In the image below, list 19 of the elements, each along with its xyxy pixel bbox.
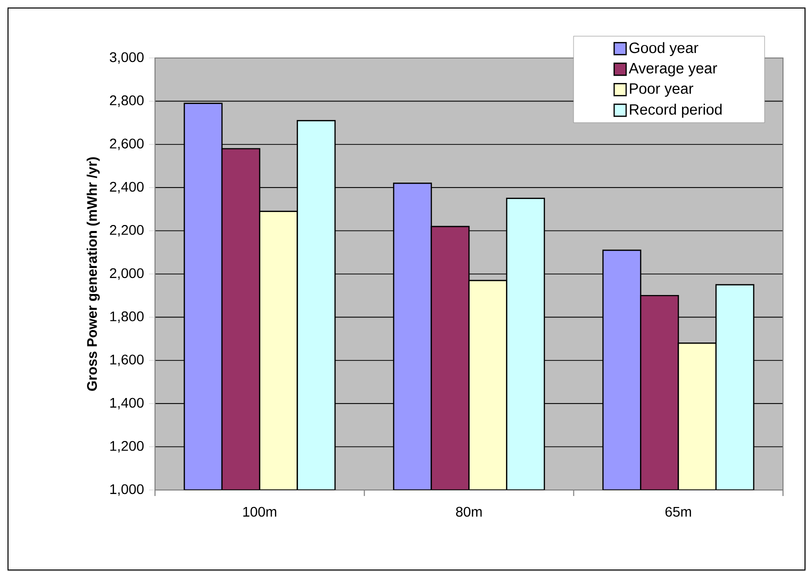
y-tick-label: 1,200 <box>110 441 144 453</box>
y-axis-title: Gross Power generation (mWhr /yr) <box>86 157 100 391</box>
y-tick-label: 1,600 <box>110 354 144 366</box>
legend-label: Average year <box>628 63 718 76</box>
y-tick-label: 2,000 <box>110 268 144 280</box>
legend-label: Poor year <box>630 83 694 97</box>
y-tick-label: 1,400 <box>110 398 144 410</box>
y-tick-label: 2,200 <box>110 225 144 237</box>
x-tick-label: 100m <box>243 506 276 517</box>
y-tick-label: 2,400 <box>110 182 144 194</box>
y-tick-label: 2,600 <box>110 138 144 150</box>
legend-label: Good year <box>629 42 698 56</box>
y-tick-label: 1,800 <box>110 311 144 323</box>
legend-label: Record period <box>630 104 722 118</box>
x-tick-label: 65m <box>665 506 691 517</box>
y-tick-label: 1,000 <box>110 484 144 496</box>
y-tick-label: 3,000 <box>110 52 144 64</box>
x-tick-label: 80m <box>456 506 482 517</box>
y-tick-label: 2,800 <box>110 95 144 107</box>
